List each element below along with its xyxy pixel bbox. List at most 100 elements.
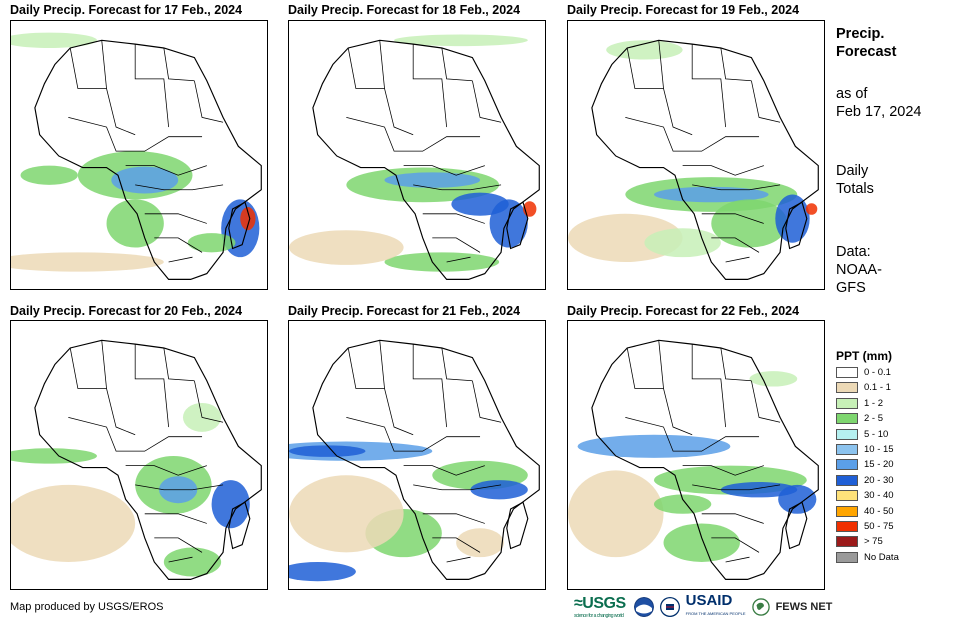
precip-patch <box>11 484 136 562</box>
country-border <box>68 117 203 152</box>
usgs-tagline: science for a changing world <box>574 613 624 619</box>
madagascar-coastline <box>228 201 251 250</box>
precip-patch <box>11 252 164 272</box>
legend-swatch <box>836 505 858 517</box>
country-border <box>168 556 193 563</box>
legend-title: PPT (mm) <box>836 349 893 363</box>
country-border <box>658 340 664 389</box>
africa-coastline <box>591 39 819 280</box>
country-border <box>154 537 203 553</box>
usgs-logo-text: ≈USGS <box>574 595 626 612</box>
legend-label: > 75 <box>864 536 883 548</box>
legend-item: 15 - 20 <box>836 458 894 471</box>
legend-label: 40 - 50 <box>864 505 894 517</box>
country-border <box>412 344 447 428</box>
sidebar-heading: Precip. Forecast <box>836 25 896 61</box>
map-credit: Map produced by USGS/EROS <box>10 601 164 613</box>
country-border <box>135 184 224 191</box>
country-border <box>379 340 385 389</box>
sidebar-asof-line1: as of <box>836 86 868 102</box>
legend-swatch <box>836 521 858 532</box>
logo-strip: ≈USGS science for a changing world USAID… <box>574 593 833 620</box>
legend-label: 10 - 15 <box>864 444 894 455</box>
country-border <box>125 165 207 176</box>
country-border <box>379 40 385 89</box>
country-border <box>692 184 781 191</box>
country-border <box>751 380 781 423</box>
precip-patch <box>775 194 810 243</box>
legend-swatch <box>836 459 858 471</box>
sidebar-heading-line1: Precip. <box>836 26 885 42</box>
precip-patch <box>568 470 664 558</box>
sidebar-type: Daily Totals <box>836 162 874 198</box>
sidebar-asof: as of Feb 17, 2024 <box>836 85 921 121</box>
madagascar-coastline <box>785 501 808 550</box>
precip-patch <box>11 32 97 48</box>
panel-title-3: Daily Precip. Forecast for 19 Feb., 2024 <box>567 3 800 17</box>
fews-net-globe-icon <box>751 598 770 616</box>
precip-patch <box>384 172 481 188</box>
map-canvas <box>289 21 545 289</box>
sidebar-heading-line2: Forecast <box>836 44 897 60</box>
country-border <box>720 347 752 382</box>
legend-label: 15 - 20 <box>864 459 894 471</box>
country-border <box>69 347 136 436</box>
country-border <box>441 47 473 82</box>
legend-label: 5 - 10 <box>864 428 889 440</box>
legend-swatch <box>836 397 858 409</box>
legend-label: 2 - 5 <box>864 413 884 425</box>
country-border <box>432 537 481 553</box>
africa-coastline <box>591 339 819 580</box>
country-border <box>163 347 195 382</box>
country-border <box>412 44 447 128</box>
country-border <box>626 347 693 436</box>
precip-patch <box>289 445 366 457</box>
map-canvas <box>568 21 824 289</box>
country-border <box>68 417 203 452</box>
sidebar-type-line1: Daily <box>836 163 869 179</box>
country-border <box>125 465 207 476</box>
precip-patch <box>805 203 818 215</box>
country-border <box>347 47 414 136</box>
legend-label: 30 - 40 <box>864 490 894 502</box>
legend-label: 0.1 - 1 <box>864 382 891 394</box>
map-canvas <box>289 321 545 589</box>
panel-title-1: Daily Precip. Forecast for 17 Feb., 2024 <box>10 3 243 17</box>
legend-label: 20 - 30 <box>864 474 894 486</box>
country-border <box>720 47 752 82</box>
sidebar-source-line2: NOAA- <box>836 262 882 278</box>
country-border <box>346 117 481 152</box>
country-border <box>194 380 224 423</box>
country-border <box>626 47 693 136</box>
country-border <box>692 484 781 491</box>
country-border <box>135 484 224 491</box>
country-border <box>144 513 207 524</box>
precip-patch <box>653 494 712 514</box>
legend-swatch <box>836 367 858 378</box>
country-border <box>432 237 481 253</box>
precip-patch <box>106 199 164 248</box>
precip-patch <box>111 166 179 194</box>
country-border <box>472 380 502 423</box>
legend-label: 1 - 2 <box>864 397 884 409</box>
panel-title-2: Daily Precip. Forecast for 18 Feb., 2024 <box>288 3 521 17</box>
country-border <box>446 556 471 563</box>
legend-item: 2 - 5 <box>836 412 883 425</box>
sidebar-source-line3: GFS <box>836 280 866 296</box>
legend-swatch <box>836 382 858 394</box>
precip-patch <box>240 207 256 231</box>
country-border <box>658 40 664 89</box>
legend-item: 10 - 15 <box>836 443 894 456</box>
sidebar-asof-date: Feb 17, 2024 <box>836 104 922 120</box>
usgs-logo: ≈USGS science for a changing world <box>574 595 626 619</box>
country-border <box>691 344 726 428</box>
country-border <box>725 256 750 263</box>
country-border <box>101 340 107 389</box>
legend-label: No Data <box>864 551 899 563</box>
panel-title-4: Daily Precip. Forecast for 20 Feb., 2024 <box>10 304 243 318</box>
country-border <box>134 344 169 428</box>
fews-net-logo: FEWS NET <box>775 601 833 613</box>
legend-item: 30 - 40 <box>836 489 894 502</box>
country-border <box>446 256 471 263</box>
country-border <box>101 40 107 89</box>
